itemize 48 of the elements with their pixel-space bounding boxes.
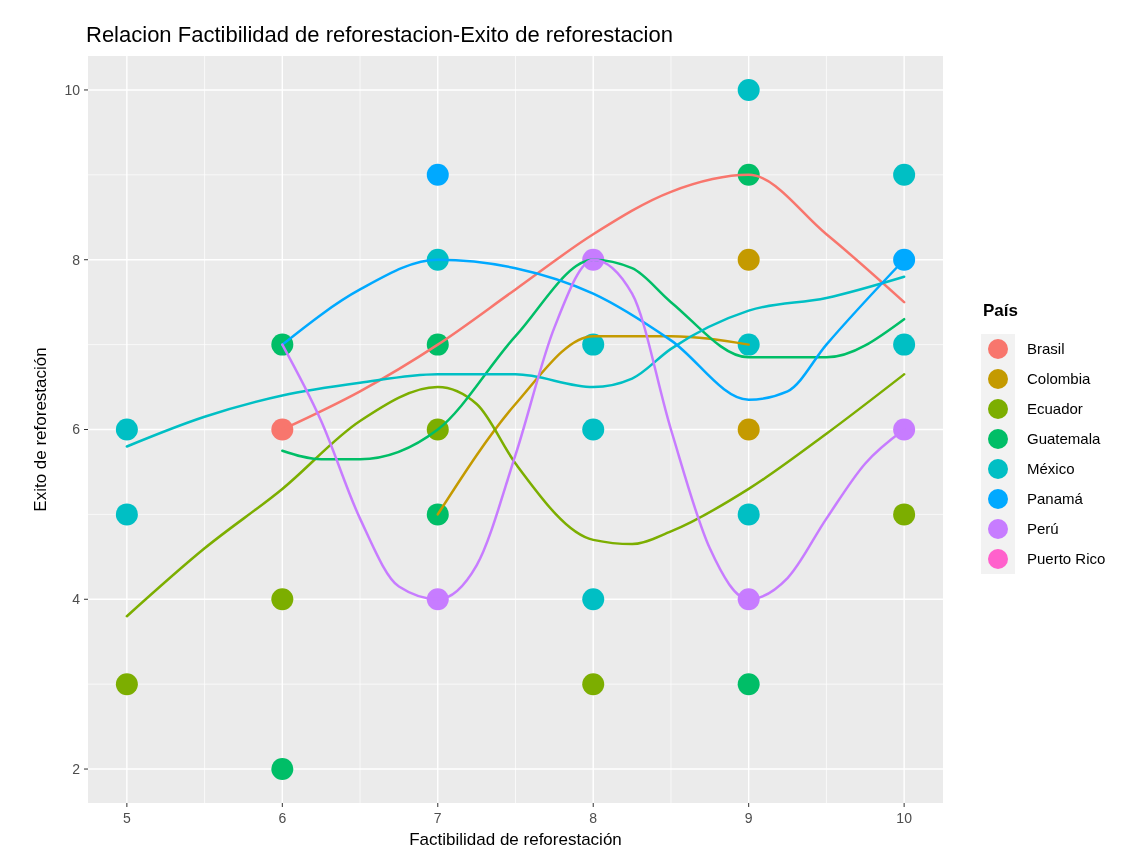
legend-label: Perú — [1027, 520, 1059, 538]
legend-label: Brasil — [1027, 340, 1065, 358]
line-series — [125, 373, 906, 618]
legend-label: Puerto Rico — [1027, 550, 1106, 568]
point — [271, 758, 294, 781]
legend-title: País — [983, 301, 1018, 320]
point — [582, 418, 605, 441]
point — [737, 503, 760, 526]
y-tick-label: 4 — [72, 591, 81, 608]
point — [582, 673, 605, 696]
x-axis-title: Factibilidad de reforestación — [409, 830, 622, 849]
y-axis-title: Exito de reforestación — [31, 347, 50, 512]
chart-title: Relacion Factibilidad de reforestacion-Exito de reforestacion — [86, 22, 673, 47]
point — [426, 503, 449, 526]
y-tick-label: 8 — [72, 251, 81, 268]
legend-label: Panamá — [1027, 490, 1084, 508]
point — [115, 418, 138, 441]
x-tick-label: 7 — [433, 810, 442, 826]
y-tick-label: 10 — [64, 81, 81, 98]
y-tick-label: 6 — [72, 421, 81, 438]
point — [893, 418, 916, 441]
y-tick-label: 2 — [72, 760, 81, 777]
x-tick-label: 10 — [896, 810, 913, 826]
point — [271, 588, 294, 611]
x-tick-label: 8 — [589, 810, 598, 826]
point — [737, 418, 760, 441]
point — [582, 588, 605, 611]
point — [893, 333, 916, 356]
point — [737, 248, 760, 271]
point — [271, 418, 294, 441]
point — [737, 78, 760, 101]
point — [893, 248, 916, 271]
legend-label: Guatemala — [1027, 430, 1102, 448]
point — [426, 163, 449, 186]
x-tick-label: 9 — [744, 810, 753, 826]
line-series — [125, 275, 906, 448]
x-tick-label: 6 — [278, 810, 287, 826]
point — [893, 163, 916, 186]
x-tick-label: 5 — [122, 810, 131, 826]
point — [115, 673, 138, 696]
point — [737, 333, 760, 356]
point — [737, 673, 760, 696]
legend-label: México — [1027, 460, 1075, 478]
legend-label: Ecuador — [1027, 400, 1083, 418]
point — [893, 503, 916, 526]
legend-label: Colombia — [1027, 370, 1092, 388]
point — [582, 333, 605, 356]
point — [115, 503, 138, 526]
